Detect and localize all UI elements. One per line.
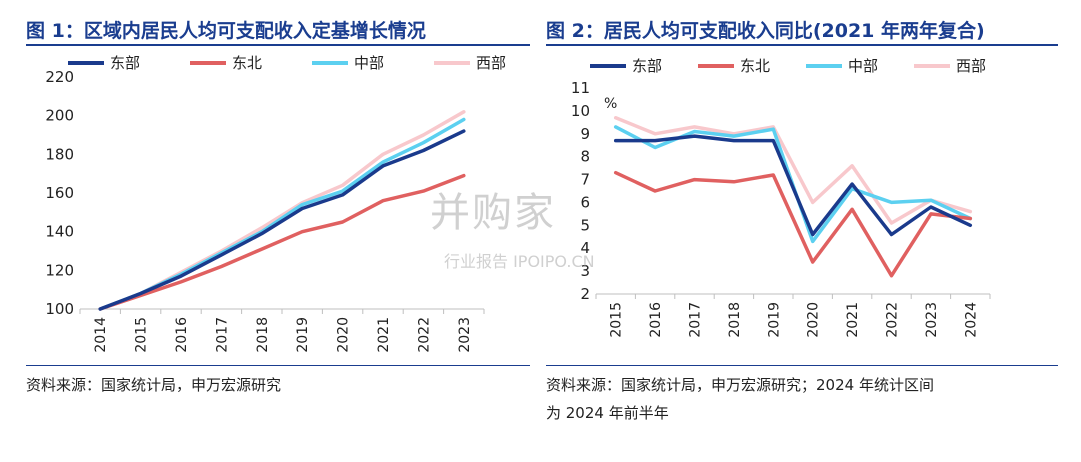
series-line-1 [613, 134, 973, 237]
x-tick-label: 2023 [457, 317, 473, 353]
y-tick-label: 8 [580, 148, 590, 166]
x-tick-label: 2018 [255, 317, 271, 353]
y-tick-label: 140 [45, 223, 74, 241]
x-tick-label: 2024 [963, 302, 979, 338]
figure2-title-rule [546, 44, 1058, 46]
x-tick-label: 2017 [688, 302, 704, 338]
y-tick-label: 3 [580, 262, 590, 280]
figure2-source-line2: 为 2024 年前半年 [546, 404, 669, 422]
x-tick-label: 2014 [93, 317, 109, 353]
y-tick-label: 200 [45, 107, 74, 125]
figure2-title: 图 2：居民人均可支配收入同比(2021 年两年复合) [546, 20, 985, 42]
y-tick-label: 180 [45, 145, 74, 163]
figure1-title-rule [26, 44, 530, 46]
figure1-source: 资料来源：国家统计局，申万宏源研究 [26, 376, 282, 394]
watermark-subtext: 行业报告 IPOIPO.CN [444, 252, 595, 271]
x-tick-label: 2021 [376, 317, 392, 353]
x-tick-label: 2018 [727, 302, 743, 338]
y-tick-label: 2 [580, 285, 590, 303]
figure2-source: 资料来源：国家统计局，申万宏源研究；2024 年统计区间 [546, 376, 934, 394]
y-tick-label: 5 [580, 216, 590, 234]
y-tick-label: 10 [571, 102, 590, 120]
x-tick-label: 2016 [648, 302, 664, 338]
watermark-text: 并购家 [430, 190, 556, 236]
x-tick-label: 2016 [174, 317, 190, 353]
x-tick-label: 2022 [416, 317, 432, 353]
legend-label-2: 东北 [232, 54, 262, 72]
legend-label-1: 东部 [110, 54, 140, 72]
x-tick-label: 2022 [885, 302, 901, 338]
y-tick-label: 7 [580, 171, 590, 189]
x-tick-label: 2021 [845, 302, 861, 338]
series-line-4 [613, 116, 973, 225]
y-unit-label: % [604, 96, 617, 112]
y-tick-label: 11 [571, 79, 590, 97]
figure2-bottom-rule [546, 365, 1058, 366]
y-tick-label: 160 [45, 184, 74, 202]
figure1-title: 图 1：区域内居民人均可支配收入定基增长情况 [26, 20, 426, 42]
legend-label-3: 中部 [848, 57, 878, 75]
y-tick-label: 100 [45, 300, 74, 318]
y-tick-label: 9 [580, 125, 590, 143]
y-tick-label: 4 [580, 239, 590, 257]
series-line-2 [613, 170, 973, 278]
x-tick-label: 2019 [766, 302, 782, 338]
y-tick-label: 6 [580, 193, 590, 211]
series-line-1 [98, 129, 466, 311]
figure2-chart: 东部 东北 中部 西部 2 3 4 5 6 7 8 9 10 11% 2015 2016 2017 2018 201… [571, 57, 991, 338]
x-tick-label: 2017 [214, 317, 230, 353]
legend-label-4: 西部 [476, 54, 506, 72]
figure1-chart: 东部 东北 中部 西部 100 120 140 160 180 200 220 2014 2015 201… [45, 54, 506, 353]
legend-label-1: 东部 [632, 57, 662, 75]
x-tick-label: 2023 [924, 302, 940, 338]
legend-label-2: 东北 [740, 57, 770, 75]
x-tick-label: 2015 [134, 317, 150, 353]
y-tick-label: 220 [45, 68, 74, 86]
y-tick-label: 120 [45, 261, 74, 279]
legend-label-4: 西部 [956, 57, 986, 75]
x-tick-label: 2019 [295, 317, 311, 353]
x-tick-label: 2020 [336, 317, 352, 353]
legend-label-3: 中部 [354, 54, 384, 72]
x-tick-label: 2020 [806, 302, 822, 338]
series-line-4 [98, 110, 466, 311]
x-tick-label: 2015 [609, 302, 625, 338]
figure1-bottom-rule [26, 365, 530, 366]
series-line-2 [98, 173, 466, 311]
